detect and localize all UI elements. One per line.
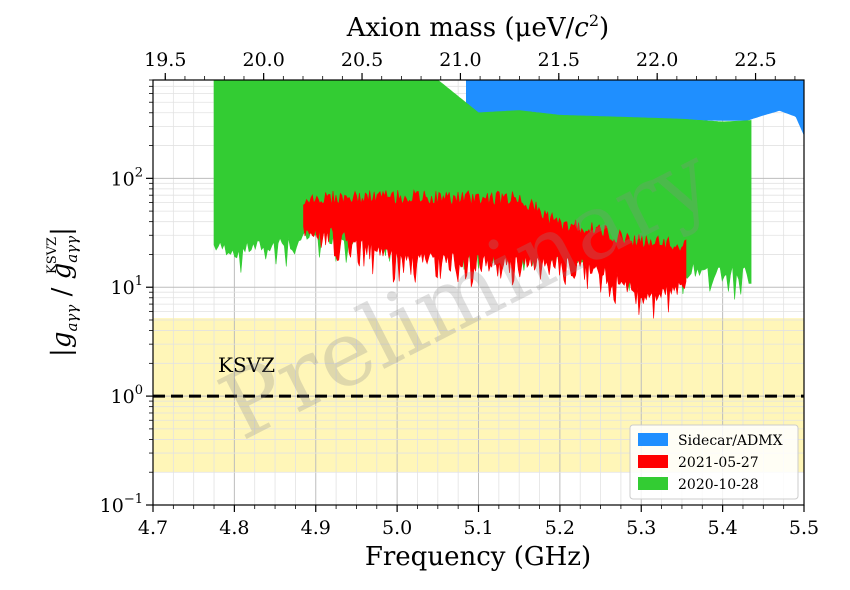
x2-axis-title-c: c (574, 13, 589, 43)
svg-text:|gaγγ / gaγγ|: |gaγγ / gaγγ| (47, 227, 81, 357)
legend: Sidecar/ADMX 2021-05-27 2020-10-28 (629, 424, 799, 500)
ksvz-annotation: KSVZ (218, 353, 275, 377)
y-axis-title: |gaγγ / gaγγ| KSVZ (45, 227, 81, 357)
x2-tick-label: 20.0 (242, 49, 284, 71)
legend-swatch (638, 455, 668, 468)
legend-box (629, 424, 799, 500)
x-tick-label: 5.2 (545, 517, 575, 539)
y-title-g1: g (47, 332, 77, 349)
x2-axis-title-close: ) (599, 13, 609, 43)
x2-tick-label: 21.0 (439, 49, 481, 71)
x2-axis: 19.5 20.0 20.5 21.0 21.5 22.0 22.5 (144, 49, 796, 80)
x-tick-label: 4.8 (219, 517, 249, 539)
y-tick-label: 101 (111, 274, 143, 299)
legend-label: 2020-10-28 (678, 477, 759, 493)
x2-tick-label: 21.5 (538, 49, 580, 71)
y-tick-label: 10−1 (100, 492, 143, 517)
x-tick-label: 4.9 (301, 517, 331, 539)
y-title-sub1: aγγ (63, 305, 81, 332)
x-tick-label: 5.1 (463, 517, 493, 539)
legend-swatch (638, 433, 668, 446)
x2-axis-title-unit: μeV/ (514, 13, 574, 43)
legend-swatch (638, 477, 668, 490)
x2-tick-label: 19.5 (144, 49, 186, 71)
area-2021-05-27 (303, 189, 687, 319)
x-tick-label: 5.3 (626, 517, 656, 539)
x-tick-label: 5.0 (382, 517, 412, 539)
legend-label: Sidecar/ADMX (678, 433, 783, 449)
x-tick-label: 4.7 (138, 517, 168, 539)
x2-axis-title-main: Axion mass ( (346, 13, 515, 43)
x-tick-label: 5.4 (708, 517, 738, 539)
y-tick-label: 102 (111, 165, 143, 190)
y-axis: 10−1 100 101 102 (100, 79, 153, 517)
x2-tick-label: 22.0 (636, 49, 678, 71)
x-tick-label: 5.5 (789, 517, 819, 539)
x-axis-title: Frequency (GHz) (365, 542, 591, 572)
y-title-g2: g (47, 263, 77, 280)
series-layer (213, 80, 804, 319)
x2-axis-title-exp: 2 (589, 11, 599, 30)
y-title-sup: KSVZ (45, 237, 60, 274)
x-axis: 4.7 4.8 4.9 5.0 5.1 5.2 5.3 5.4 5.5 (138, 505, 819, 539)
x2-tick-label: 22.5 (734, 49, 776, 71)
y-title-sub2: aγγ (63, 236, 81, 263)
legend-label: 2021-05-27 (678, 455, 759, 471)
y-tick-label: 100 (111, 383, 143, 408)
x2-axis-title: Axion mass (μeV/c2) (346, 11, 609, 43)
x2-tick-label: 20.5 (341, 49, 383, 71)
